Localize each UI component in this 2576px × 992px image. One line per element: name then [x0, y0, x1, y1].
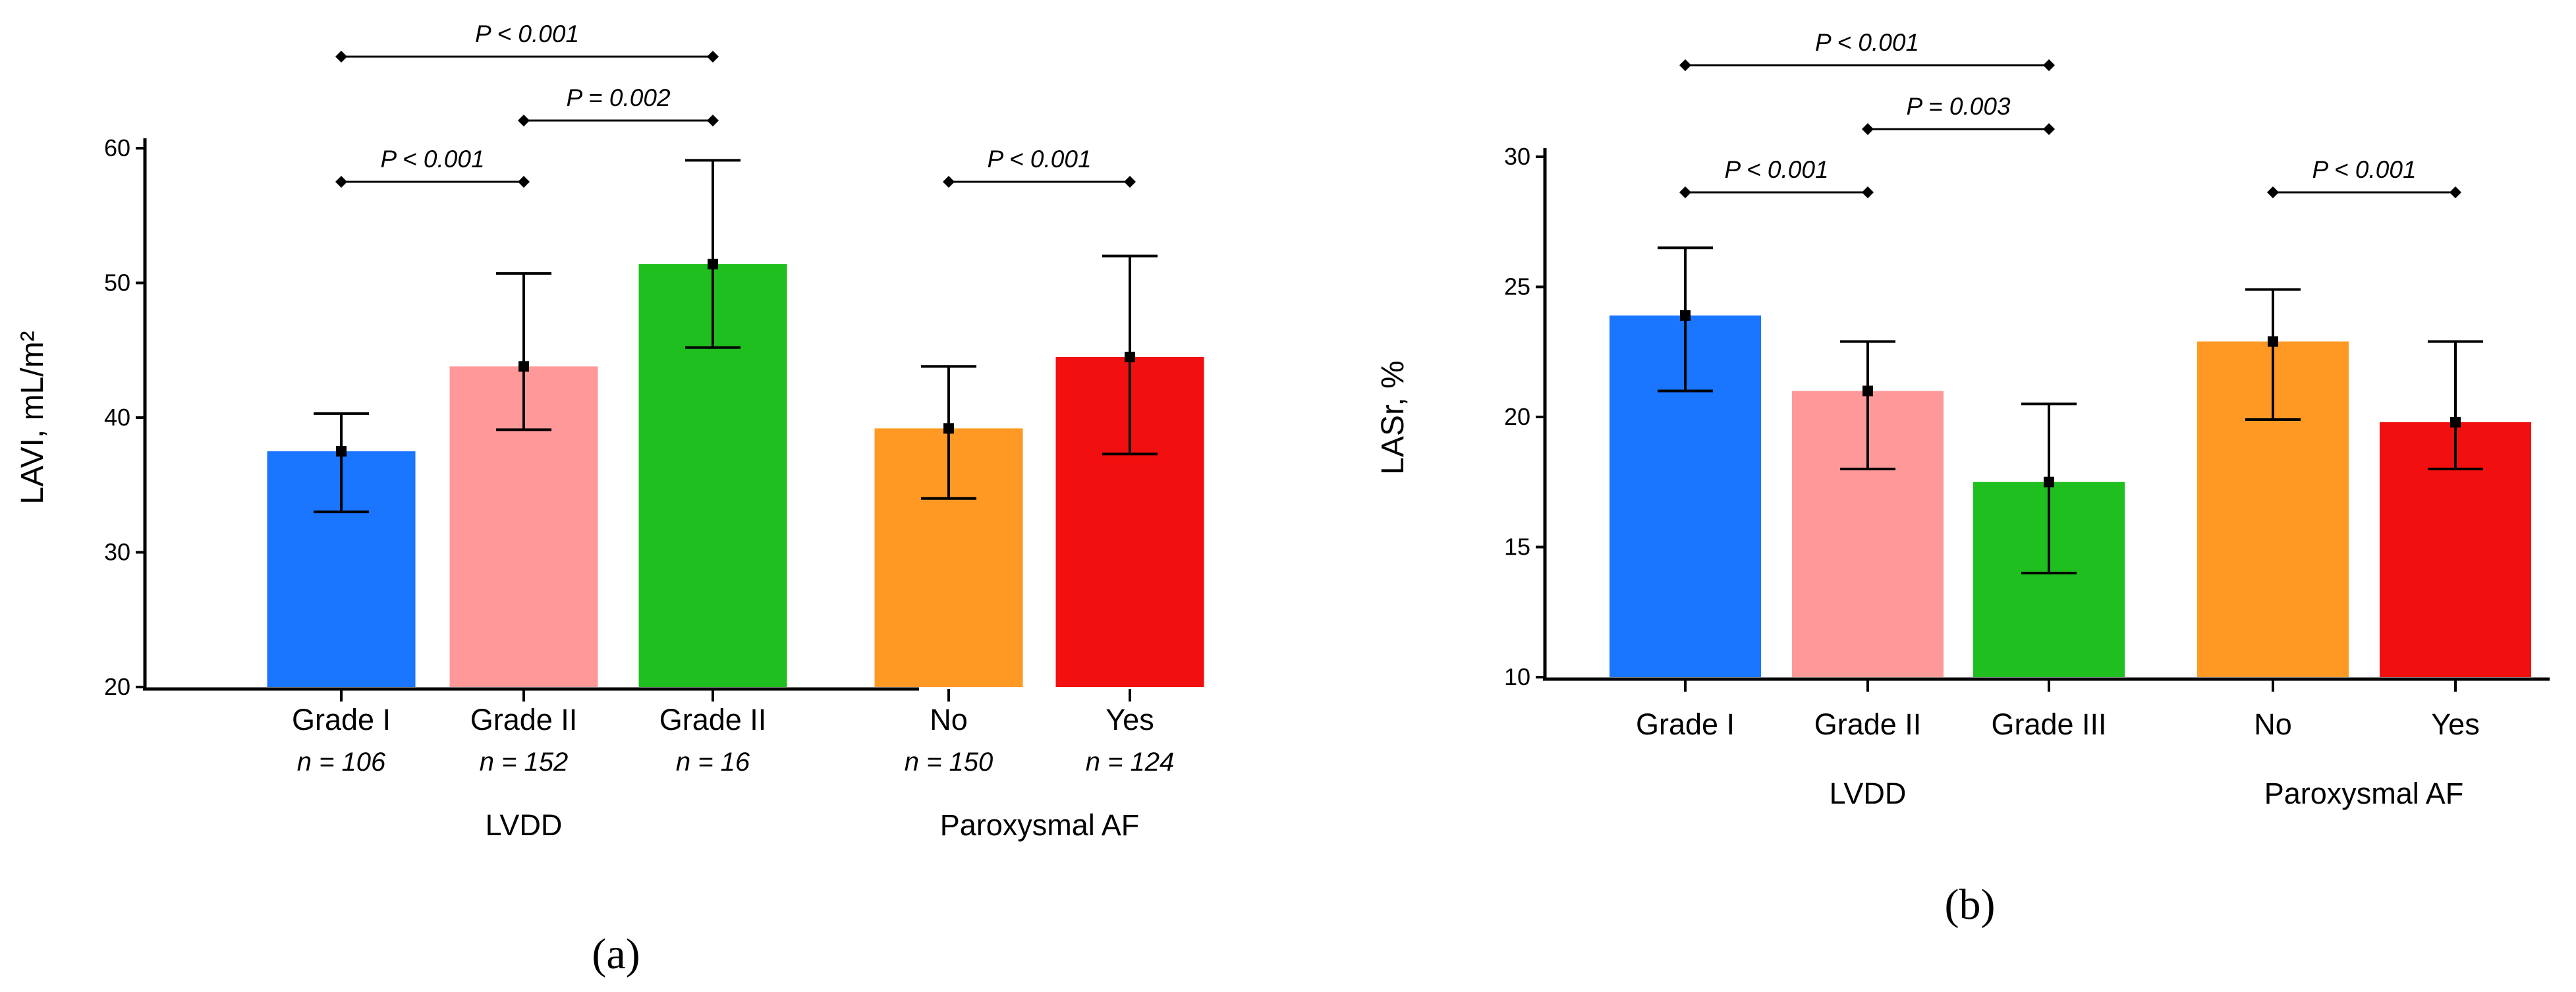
significance-marker-a-3-0 [943, 176, 955, 188]
y-axis-label-a: LAVI, mL/m² [15, 331, 50, 504]
p-value-label-a-1: P = 0.002 [566, 84, 670, 111]
y-tick-label-a-2: 40 [104, 404, 130, 431]
mean-marker-b-4 [2450, 416, 2461, 427]
significance-marker-b-1-1 [2043, 123, 2055, 135]
p-value-label-b-0: P < 0.001 [1815, 29, 1919, 56]
group-label-a-0: LVDD [486, 808, 563, 842]
significance-marker-a-1-1 [707, 115, 719, 126]
mean-marker-b-3 [2268, 336, 2278, 347]
n-label-a-3: n = 150 [905, 748, 994, 777]
significance-marker-b-3-1 [2450, 186, 2461, 198]
mean-marker-a-0 [336, 446, 347, 457]
y-tick-label-a-1: 30 [104, 539, 130, 566]
category-label-a-0: Grade I [292, 703, 391, 736]
significance-marker-a-2-0 [335, 176, 347, 188]
p-value-label-a-3: P < 0.001 [987, 146, 1091, 173]
mean-marker-a-3 [943, 423, 954, 434]
significance-marker-a-1-0 [518, 115, 530, 126]
p-value-label-a-0: P < 0.001 [475, 20, 579, 47]
significance-marker-a-0-1 [707, 51, 719, 63]
mean-marker-a-4 [1125, 351, 1135, 362]
category-label-b-0: Grade I [1636, 707, 1735, 741]
y-tick-label-b-0: 10 [1504, 663, 1530, 690]
y-tick-label-a-4: 60 [104, 134, 130, 161]
y-tick-label-b-4: 30 [1504, 143, 1530, 170]
p-value-label-a-2: P < 0.001 [380, 146, 484, 173]
significance-marker-b-2-0 [1679, 186, 1691, 198]
significance-marker-b-1-0 [1862, 123, 1874, 135]
significance-marker-b-0-1 [2043, 59, 2055, 71]
y-tick-label-b-3: 25 [1504, 273, 1530, 300]
mean-marker-b-2 [2044, 476, 2054, 487]
n-label-a-0: n = 106 [297, 748, 386, 777]
category-label-a-1: Grade II [470, 703, 578, 736]
y-tick-label-a-0: 20 [104, 673, 130, 700]
n-label-a-2: n = 16 [676, 748, 750, 777]
group-label-a-1: Paroxysmal AF [940, 808, 1140, 842]
y-axis-label-b: LASr, % [1376, 360, 1411, 474]
category-label-b-2: Grade III [1991, 707, 2106, 741]
group-label-b-1: Paroxysmal AF [2264, 777, 2464, 810]
chart-panel-b: 10 15 20 25 30 Grade I Grade II Grade III No Yes L… [1376, 29, 2550, 929]
p-value-label-b-1: P = 0.003 [1906, 93, 2010, 120]
category-label-b-1: Grade II [1814, 707, 1922, 741]
category-label-a-4: Yes [1106, 703, 1154, 736]
n-label-a-4: n = 124 [1086, 748, 1175, 777]
significance-marker-b-2-1 [1862, 186, 1874, 198]
p-value-label-b-3: P < 0.001 [2312, 156, 2416, 183]
panel-label-b: (b) [1945, 881, 1996, 929]
y-tick-label-b-1: 15 [1504, 534, 1530, 561]
mean-marker-b-1 [1862, 385, 1873, 397]
category-label-a-2: Grade II [659, 703, 767, 736]
p-value-label-b-2: P < 0.001 [1724, 156, 1828, 183]
significance-marker-a-2-1 [518, 176, 530, 188]
y-tick-label-b-2: 20 [1504, 403, 1530, 430]
category-label-b-3: No [2254, 707, 2292, 741]
significance-marker-a-3-1 [1124, 176, 1136, 188]
significance-marker-b-3-0 [2267, 186, 2279, 198]
n-label-a-1: n = 152 [480, 748, 569, 777]
mean-marker-a-1 [518, 361, 529, 372]
panel-label-a: (a) [592, 930, 640, 978]
group-label-b-0: LVDD [1830, 777, 1907, 810]
significance-marker-a-0-0 [335, 51, 347, 63]
chart-panel-a: 20 30 40 50 60 Grade I n = 106 Grade II n = 152 G… [15, 20, 1204, 978]
category-label-a-3: No [930, 703, 968, 736]
y-tick-label-a-3: 50 [104, 269, 130, 296]
mean-marker-a-2 [708, 258, 718, 269]
significance-marker-b-0-0 [1679, 59, 1691, 71]
category-label-b-4: Yes [2431, 707, 2479, 741]
mean-marker-b-0 [1680, 310, 1691, 321]
